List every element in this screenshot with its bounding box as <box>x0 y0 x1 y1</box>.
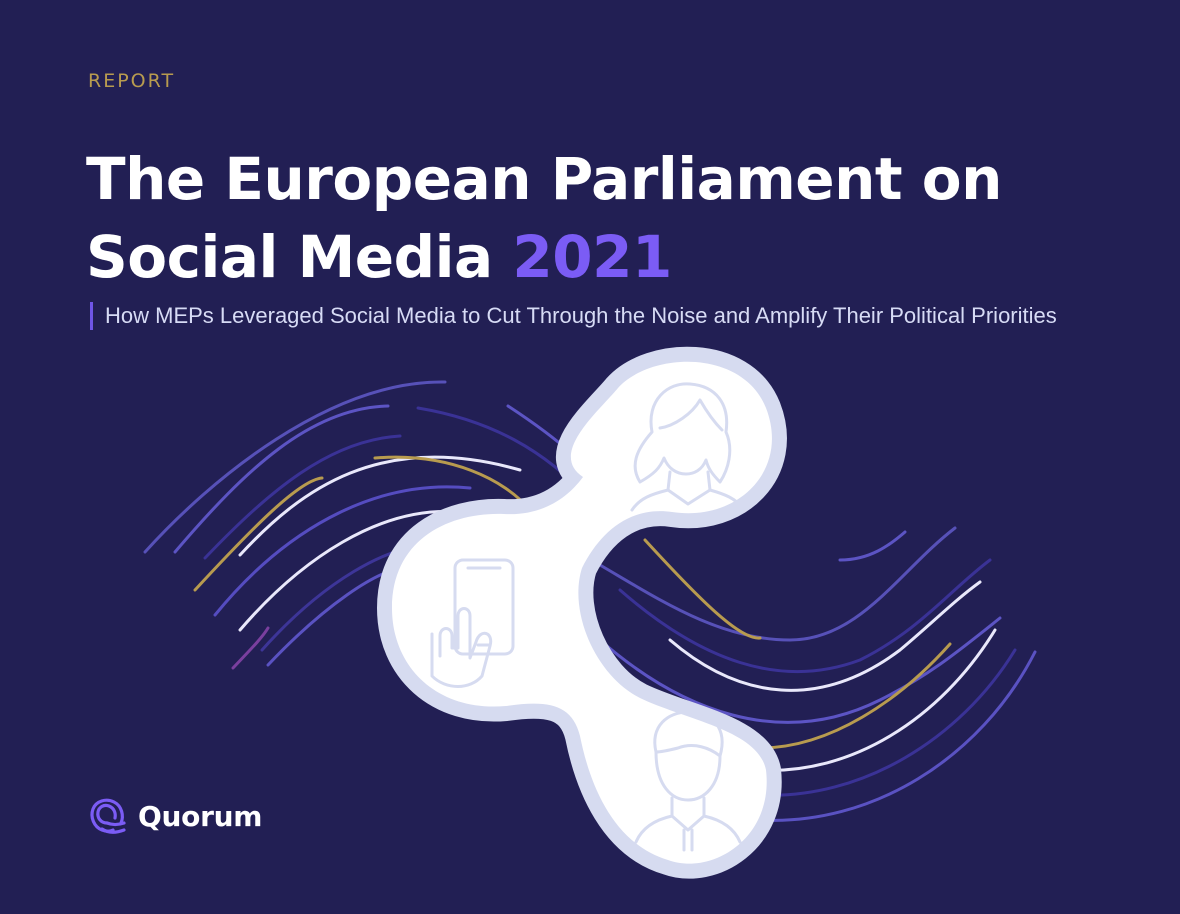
page-title: The European Parliament on Social Media … <box>86 140 1002 296</box>
wave-line <box>758 650 1037 822</box>
title-line-1: The European Parliament on <box>86 145 1002 213</box>
smartphone-tap-icon <box>430 558 515 688</box>
wave-line <box>173 404 390 554</box>
title-year: 2021 <box>512 223 672 291</box>
wave-line <box>618 558 992 673</box>
wave-line <box>758 648 1017 797</box>
quorum-logo-icon <box>90 798 126 834</box>
report-subtitle: How MEPs Leveraged Social Media to Cut T… <box>90 302 1057 330</box>
wave-line <box>758 642 952 750</box>
wave-line <box>203 434 402 560</box>
quorum-logo[interactable]: Quorum <box>88 796 262 836</box>
wave-line <box>598 526 957 642</box>
wave-line <box>758 628 997 772</box>
report-eyebrow: REPORT <box>88 70 176 92</box>
wave-line <box>231 626 270 670</box>
wave-line <box>668 580 982 692</box>
wave-line <box>643 538 762 640</box>
brand-name: Quorum <box>138 799 263 833</box>
wave-line <box>193 476 324 592</box>
title-line-2: Social Media <box>86 223 493 291</box>
wave-line <box>838 530 907 562</box>
wave-line <box>143 380 447 554</box>
wave-line <box>238 509 462 632</box>
wave-line <box>598 616 1002 724</box>
woman-avatar-icon <box>630 382 746 512</box>
wave-line <box>238 455 522 557</box>
wave-line <box>213 485 472 617</box>
man-avatar-icon <box>634 710 742 852</box>
right-wave-lines <box>598 526 1037 822</box>
